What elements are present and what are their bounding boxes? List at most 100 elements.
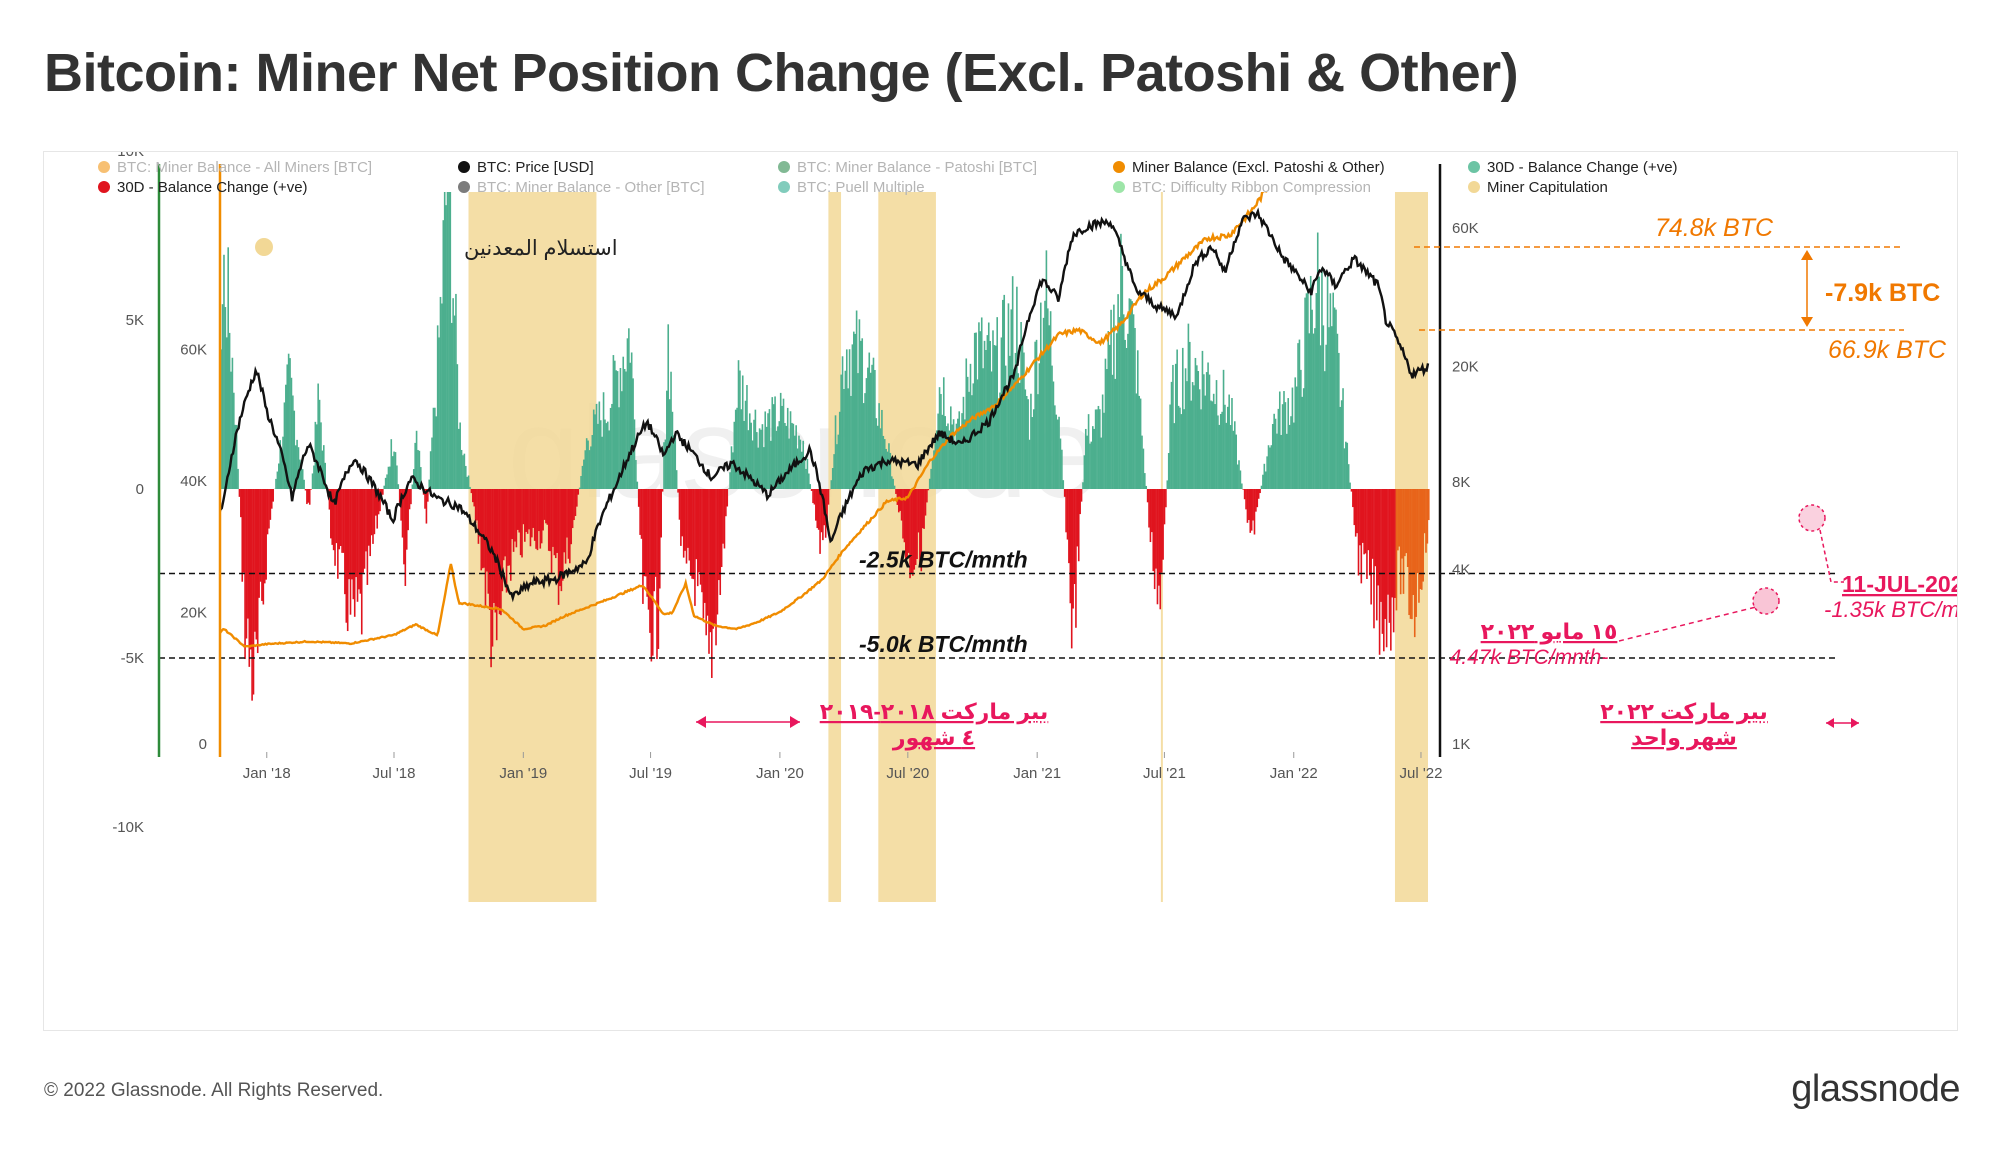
balance-change-bar (800, 451, 803, 489)
balance-change-bar (407, 489, 409, 531)
balance-change-bar (1090, 441, 1093, 489)
balance-change-bar (848, 349, 851, 489)
balance-change-bar (1309, 275, 1312, 489)
balance-change-bar (716, 489, 719, 615)
glassnode-logo[interactable]: glassnode (1791, 1068, 1960, 1110)
balance-change-bar (346, 489, 349, 632)
balance-change-bar (864, 393, 866, 489)
balance-change-bar (938, 387, 941, 489)
balance-change-bar (747, 430, 750, 489)
balance-change-bar (708, 489, 710, 654)
balance-change-bar (706, 489, 709, 616)
balance-change-bar (1011, 276, 1014, 489)
balance-change-bar (1173, 423, 1176, 489)
balance-change-bar (1397, 489, 1399, 551)
balance-change-bar (748, 413, 751, 489)
balance-change-bar (1328, 327, 1330, 489)
balance-change-bar (1162, 489, 1164, 560)
balance-change-bar (1246, 489, 1249, 523)
balance-change-bar (1166, 480, 1169, 489)
balance-change-bar (1124, 339, 1126, 489)
balance-change-bar (569, 489, 571, 564)
may-rate-leader (1618, 606, 1757, 642)
balance-change-bar (414, 442, 416, 489)
balance-change-bar (359, 489, 362, 594)
balance-change-bar (1398, 489, 1401, 547)
legend-item[interactable]: BTC: Difficulty Ribbon Compression (1113, 179, 1371, 196)
balance-change-bar (356, 489, 359, 602)
balance-change-bar (317, 383, 319, 489)
legend-item[interactable]: BTC: Miner Balance - Patoshi [BTC] (778, 159, 1037, 176)
balance-change-bar (1314, 328, 1316, 489)
balance-change-bar (822, 489, 824, 541)
balance-change-bar (411, 484, 414, 489)
balance-change-bar (834, 415, 837, 489)
balance-change-bar (483, 489, 485, 568)
legend-item[interactable]: BTC: Price [USD] (458, 159, 594, 176)
balance-change-bar (535, 489, 537, 549)
balance-change-bar (979, 331, 982, 489)
balance-change-bar (1013, 369, 1015, 489)
legend-item[interactable]: Miner Balance (Excl. Patoshi & Other) (1113, 159, 1385, 176)
balance-change-bar (208, 489, 210, 565)
legend-item[interactable]: BTC: Miner Balance - All Miners [BTC] (98, 159, 372, 176)
balance-change-bar (1068, 489, 1070, 564)
balance-change-bar (955, 423, 958, 489)
balance-change-bar (1108, 344, 1111, 489)
balance-change-bar (583, 459, 585, 489)
legend-item[interactable]: Miner Capitulation (1468, 179, 1608, 196)
balance-change-bar (283, 402, 286, 489)
balance-change-bar (723, 489, 726, 549)
balance-change-bar (266, 489, 269, 535)
balance-change-bar (339, 489, 342, 547)
balance-change-bar (290, 377, 293, 489)
balance-change-bar (580, 475, 582, 489)
balance-change-bar (671, 411, 674, 489)
balance-change-bar (1352, 489, 1354, 508)
balance-change-bar (427, 489, 429, 502)
balance-change-bar (254, 489, 256, 632)
change-axis-tick: -10K (112, 819, 144, 836)
balance-change-bar (625, 371, 627, 489)
balance-change-bar (1318, 276, 1320, 489)
balance-change-bar (1322, 325, 1325, 489)
legend-item[interactable]: BTC: Puell Multiple (778, 179, 925, 196)
balance-change-bar (673, 435, 675, 489)
balance-axis-tick: 0 (199, 736, 207, 753)
balance-change-bar (1394, 489, 1396, 598)
balance-change-bar (1266, 456, 1268, 489)
balance-change-bar (1089, 443, 1091, 489)
balance-change-bar (819, 489, 821, 554)
balance-change-bar (338, 489, 341, 550)
balance-change-bar (646, 489, 648, 597)
legend-label: BTC: Miner Balance - Patoshi [BTC] (797, 159, 1037, 176)
legend-item[interactable]: 30D - Balance Change (+ve) (98, 179, 308, 196)
balance-change-bar (387, 466, 390, 489)
balance-change-bar (1099, 409, 1101, 489)
balance-change-bar (209, 489, 211, 537)
balance-change-bar (1325, 344, 1327, 489)
balance-change-bar (230, 371, 232, 489)
balance-change-bar (705, 489, 707, 636)
page-title: Bitcoin: Miner Net Position Change (Excl… (44, 43, 1519, 103)
balance-change-bar (1076, 489, 1079, 547)
balance-change-bar (945, 426, 948, 489)
balance-change-bar (1106, 369, 1108, 489)
balance-change-bar (844, 370, 847, 489)
balance-change-bar (643, 489, 646, 577)
balance-bottom-label: 66.9k BTC (1828, 336, 1947, 364)
balance-change-bar (1321, 267, 1323, 489)
balance-change-bar (457, 428, 460, 489)
balance-change-bar (601, 436, 603, 489)
balance-change-bar (854, 333, 857, 489)
legend-item[interactable]: 30D - Balance Change (+ve) (1468, 159, 1678, 176)
balance-change-bar (1079, 489, 1081, 515)
legend-item[interactable]: BTC: Miner Balance - Other [BTC] (458, 179, 705, 196)
balance-change-bar (677, 489, 679, 493)
balance-change-bar (1298, 339, 1301, 489)
balance-change-bar (1200, 409, 1202, 489)
balance-change-bar (552, 489, 554, 547)
balance-change-bar (975, 332, 977, 489)
balance-change-bar (480, 489, 483, 571)
balance-change-bar (255, 489, 258, 640)
